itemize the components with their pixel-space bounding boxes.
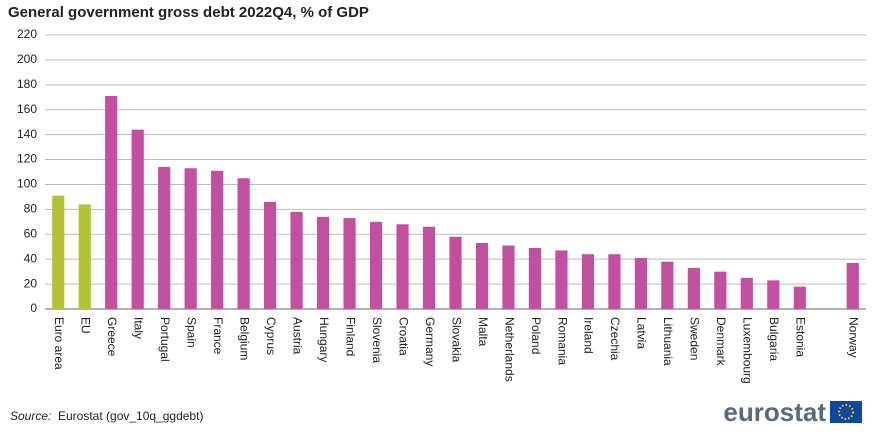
bar	[608, 254, 621, 309]
y-tick-label: 0	[30, 301, 37, 315]
bar	[634, 257, 647, 309]
y-tick-label: 60	[24, 226, 38, 240]
logo-text: eurostat	[723, 397, 826, 427]
y-tick-label: 120	[17, 152, 37, 166]
y-tick-label: 40	[24, 251, 38, 265]
x-tick-label: Austria	[290, 317, 304, 355]
x-tick-label: Spain	[184, 317, 198, 348]
bar	[661, 261, 674, 309]
bar	[396, 224, 409, 309]
bar	[131, 129, 144, 309]
chart-title: General government gross debt 2022Q4, % …	[8, 4, 369, 21]
x-tick-label: Euro area	[52, 317, 66, 370]
x-tick-label: Greece	[105, 317, 119, 357]
bar	[158, 167, 171, 309]
bar	[78, 204, 91, 309]
bar	[687, 267, 700, 309]
x-tick-label: Norway	[847, 317, 861, 358]
bar	[343, 218, 356, 309]
x-tick-label: Finland	[343, 317, 357, 356]
x-tick-label: Poland	[529, 317, 543, 354]
x-tick-label: Belgium	[237, 317, 251, 360]
bar	[449, 236, 462, 309]
y-tick-label: 100	[17, 177, 37, 191]
bar	[105, 96, 118, 309]
y-tick-label: 80	[24, 202, 38, 216]
bar	[52, 195, 65, 309]
bar	[369, 221, 383, 309]
bar	[184, 168, 197, 309]
x-tick-label: Slovenia	[370, 317, 384, 363]
x-tick-label: Hungary	[317, 317, 331, 362]
x-tick-label: Netherlands	[502, 317, 516, 382]
source-label: Source:	[10, 409, 51, 423]
x-tick-label: Portugal	[158, 317, 172, 362]
x-tick-label: Czechia	[608, 317, 622, 361]
y-tick-label: 200	[17, 52, 37, 66]
bar	[422, 226, 436, 309]
bar	[714, 271, 727, 309]
y-tick-label: 140	[17, 127, 37, 141]
x-tick-label: Bulgaria	[767, 317, 781, 361]
bar	[475, 242, 489, 309]
x-tick-label: Cyprus	[264, 317, 278, 355]
bar	[767, 280, 780, 309]
x-tick-label: Sweden	[688, 317, 702, 360]
x-tick-label: Ireland	[582, 317, 596, 354]
x-tick-label: France	[211, 317, 225, 355]
flag	[830, 401, 862, 423]
bar	[211, 170, 224, 309]
bar	[264, 201, 277, 309]
x-tick-label: Latvia	[635, 317, 649, 349]
bar	[581, 254, 595, 309]
x-tick-label: Romania	[555, 317, 569, 365]
bar	[502, 245, 515, 309]
bar	[316, 216, 330, 309]
bar	[793, 286, 806, 309]
source: Eurostat (gov_10q_ggdebt)	[58, 409, 203, 423]
y-tick-label: 160	[17, 102, 37, 116]
bar	[555, 250, 568, 309]
x-tick-label: EU	[79, 317, 93, 334]
x-tick-label: Slovakia	[449, 317, 463, 363]
x-tick-label: Italy	[132, 317, 146, 339]
flag-stars	[838, 404, 854, 420]
bar	[528, 247, 542, 309]
x-tick-label: Denmark	[714, 317, 728, 367]
bar	[237, 178, 250, 309]
bar	[740, 277, 753, 309]
y-tick-label: 220	[17, 27, 37, 41]
bar	[846, 262, 859, 309]
x-tick-label: Germany	[423, 317, 437, 366]
x-tick-label: Croatia	[396, 317, 410, 356]
x-tick-label: Lithuania	[661, 317, 675, 366]
eu-flag	[830, 401, 862, 423]
x-tick-label: Luxembourg	[741, 317, 755, 384]
bar	[290, 211, 303, 309]
y-tick-label: 20	[24, 276, 38, 290]
y-tick-label: 180	[17, 77, 37, 91]
x-tick-label: Malta	[476, 317, 490, 347]
x-tick-label: Estonia	[794, 317, 808, 357]
